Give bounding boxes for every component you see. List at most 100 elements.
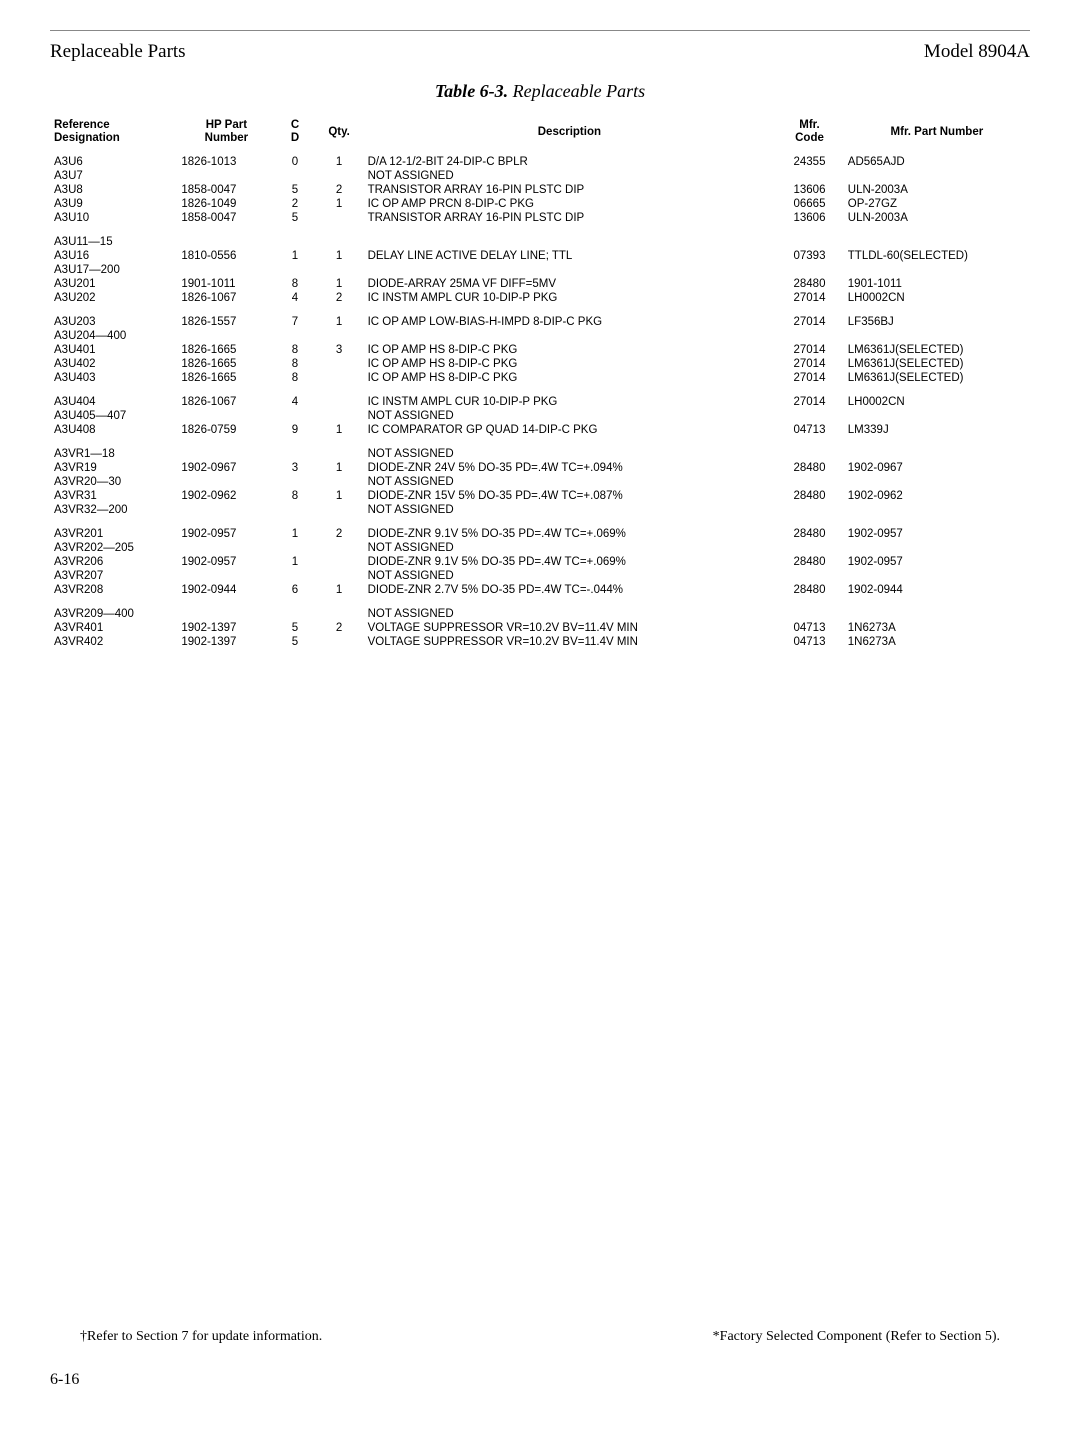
cell-cd [275,329,314,343]
cell-cd: 8 [275,277,314,291]
table-row: A3VR1—18NOT ASSIGNED [50,447,1030,461]
cell-mcode: 04713 [775,423,844,437]
table-row: A3U204—400 [50,329,1030,343]
cell-hp [177,569,275,583]
cell-qty [315,395,364,409]
cell-qty [315,447,364,461]
table-row: A3U7NOT ASSIGNED [50,169,1030,183]
cell-ref: A3VR402 [50,635,177,649]
cell-mpart: 1902-0957 [844,527,1030,541]
table-header-row: ReferenceDesignationHP PartNumberCDQty.D… [50,116,1030,155]
table-row: A3U11—15 [50,235,1030,249]
cell-mcode [775,569,844,583]
cell-qty [315,503,364,517]
table-row: A3VR4021902-13975VOLTAGE SUPPRESSOR VR=1… [50,635,1030,649]
cell-mpart: OP-27GZ [844,197,1030,211]
cell-hp [177,329,275,343]
cell-mpart [844,607,1030,621]
cell-ref: A3VR32—200 [50,503,177,517]
cell-mpart: 1N6273A [844,621,1030,635]
cell-ref: A3U202 [50,291,177,305]
cell-cd: 8 [275,489,314,503]
table-row: A3U2021826-106742IC INSTM AMPL CUR 10-DI… [50,291,1030,305]
table-body: A3U61826-101301D/A 12-1/2-BIT 24-DIP-C B… [50,155,1030,649]
table-row: A3U4041826-10674IC INSTM AMPL CUR 10-DIP… [50,395,1030,409]
cell-ref: A3U6 [50,155,177,169]
cell-hp: 1902-1397 [177,635,275,649]
cell-ref: A3U408 [50,423,177,437]
cell-mpart: LM6361J(SELECTED) [844,357,1030,371]
cell-hp [177,607,275,621]
cell-cd: 1 [275,249,314,263]
cell-desc: NOT ASSIGNED [364,503,776,517]
cell-mpart: 1901-1011 [844,277,1030,291]
parts-table: ReferenceDesignationHP PartNumberCDQty.D… [50,116,1030,649]
cell-cd: 4 [275,395,314,409]
cell-qty: 1 [315,315,364,329]
cell-cd: 5 [275,621,314,635]
table-row: A3VR207NOT ASSIGNED [50,569,1030,583]
top-rule [50,30,1030,31]
cell-mcode [775,475,844,489]
col-header-hp: HP PartNumber [177,116,275,155]
header-right: Model 8904A [924,41,1030,63]
cell-hp: 1826-1665 [177,357,275,371]
cell-mpart [844,569,1030,583]
table-row: A3VR2011902-095712DIODE-ZNR 9.1V 5% DO-3… [50,527,1030,541]
cell-ref: A3VR206 [50,555,177,569]
cell-hp [177,263,275,277]
cell-ref: A3VR31 [50,489,177,503]
spacer-row [50,437,1030,447]
cell-hp [177,409,275,423]
cell-qty [315,607,364,621]
cell-qty [315,371,364,385]
cell-mpart: LM339J [844,423,1030,437]
cell-ref: A3VR19 [50,461,177,475]
cell-hp [177,447,275,461]
cell-desc: DELAY LINE ACTIVE DELAY LINE; TTL [364,249,776,263]
cell-ref: A3U7 [50,169,177,183]
cell-desc: VOLTAGE SUPPRESSOR VR=10.2V BV=11.4V MIN [364,621,776,635]
cell-qty [315,169,364,183]
table-row: A3VR32—200 NOT ASSIGNED [50,503,1030,517]
cell-ref: A3U11—15 [50,235,177,249]
cell-qty [315,409,364,423]
cell-mpart [844,503,1030,517]
cell-cd: 5 [275,635,314,649]
cell-qty: 1 [315,583,364,597]
cell-qty [315,635,364,649]
cell-qty: 2 [315,527,364,541]
cell-mcode: 13606 [775,211,844,225]
cell-hp: 1810-0556 [177,249,275,263]
cell-cd [275,607,314,621]
cell-hp: 1826-1067 [177,291,275,305]
cell-cd: 7 [275,315,314,329]
cell-ref: A3U405—407 [50,409,177,423]
cell-hp: 1826-1665 [177,371,275,385]
cell-mcode [775,409,844,423]
cell-mpart: 1902-0967 [844,461,1030,475]
table-row: A3VR2061902-09571DIODE-ZNR 9.1V 5% DO-35… [50,555,1030,569]
spacer-row [50,225,1030,235]
cell-desc [364,263,776,277]
cell-mcode: 04713 [775,635,844,649]
cell-qty: 1 [315,423,364,437]
table-row: A3U101858-00475TRANSISTOR ARRAY 16-PIN P… [50,211,1030,225]
cell-ref: A3U204—400 [50,329,177,343]
cell-mcode [775,503,844,517]
cell-mpart [844,169,1030,183]
cell-ref: A3VR209—400 [50,607,177,621]
cell-desc: DIODE-ZNR 9.1V 5% DO-35 PD=.4W TC=+.069% [364,555,776,569]
cell-qty: 2 [315,621,364,635]
cell-desc: NOT ASSIGNED [364,541,776,555]
cell-cd: 2 [275,197,314,211]
cell-desc: DIODE-ZNR 24V 5% DO-35 PD=.4W TC=+.094% [364,461,776,475]
cell-qty [315,263,364,277]
cell-desc: TRANSISTOR ARRAY 16-PIN PLSTC DIP [364,211,776,225]
spacer-row [50,517,1030,527]
cell-mpart [844,409,1030,423]
cell-desc: DIODE-ZNR 9.1V 5% DO-35 PD=.4W TC=+.069% [364,527,776,541]
table-row: A3U61826-101301D/A 12-1/2-BIT 24-DIP-C B… [50,155,1030,169]
cell-mcode: 27014 [775,343,844,357]
cell-mcode: 28480 [775,555,844,569]
